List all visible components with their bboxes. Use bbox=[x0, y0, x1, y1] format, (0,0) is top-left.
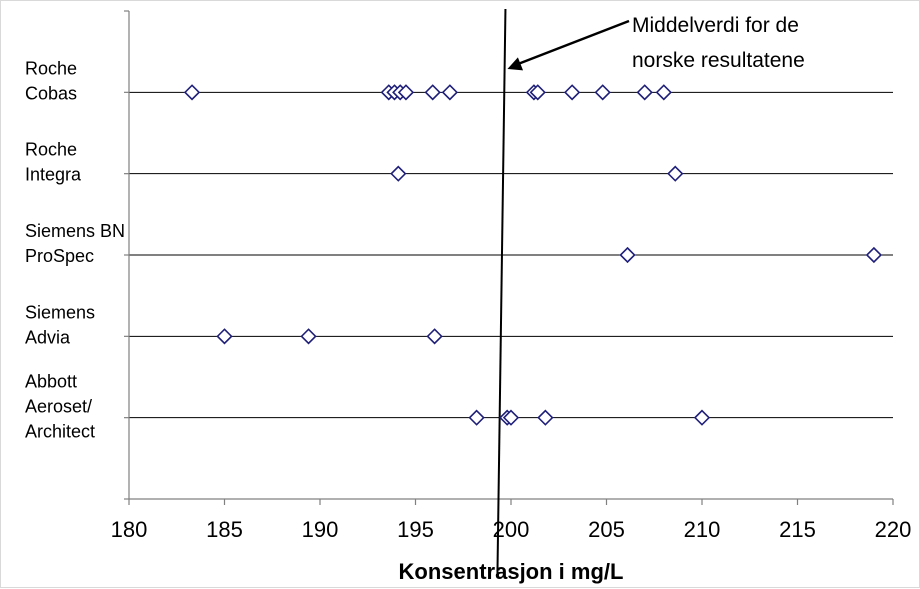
x-tick-label: 185 bbox=[206, 517, 243, 542]
x-axis-title: Konsentrasjon i mg/L bbox=[399, 559, 624, 584]
data-point bbox=[594, 84, 611, 101]
category-label-line: Siemens bbox=[25, 302, 95, 322]
x-tick-label: 190 bbox=[302, 517, 339, 542]
category-label-line: Cobas bbox=[25, 83, 77, 103]
y-ticks bbox=[124, 10, 129, 500]
data-points bbox=[183, 84, 883, 426]
data-point bbox=[397, 84, 415, 101]
x-ticks: 180 185 190 195 200 205 210 215 220 bbox=[111, 499, 912, 542]
category-label-line: Advia bbox=[25, 327, 71, 347]
category-label-line: Siemens BN bbox=[25, 221, 125, 241]
data-point bbox=[300, 328, 317, 345]
data-point bbox=[667, 165, 684, 182]
annotation-arrow-head bbox=[507, 57, 524, 71]
category-label-line: Aeroset/ bbox=[25, 397, 92, 417]
data-point bbox=[183, 84, 201, 101]
x-tick-label: 195 bbox=[397, 517, 434, 542]
annotation-group: Middelverdi for de norske resultatene bbox=[507, 14, 805, 72]
data-point bbox=[865, 246, 883, 264]
category-label-line: Roche bbox=[25, 58, 77, 78]
category-label-line: Architect bbox=[25, 422, 95, 442]
data-point bbox=[636, 84, 653, 101]
x-tick-label: 205 bbox=[588, 517, 625, 542]
gridlines bbox=[129, 91, 893, 419]
x-tick-label: 180 bbox=[111, 517, 148, 542]
data-point bbox=[563, 84, 581, 101]
reference-line-group bbox=[496, 8, 507, 574]
data-point bbox=[537, 409, 554, 426]
category-label: Abbott Aeroset/Architect bbox=[25, 372, 95, 442]
data-point bbox=[426, 328, 443, 345]
category-label-line: Roche bbox=[25, 140, 77, 160]
data-point bbox=[655, 84, 672, 101]
data-point bbox=[502, 409, 520, 426]
x-tick-label: 215 bbox=[779, 517, 816, 542]
data-point bbox=[216, 328, 233, 345]
annotation-arrow-shaft bbox=[514, 19, 630, 67]
data-point bbox=[390, 165, 407, 182]
category-label-line: Abbott bbox=[25, 372, 77, 392]
data-point bbox=[693, 409, 711, 426]
data-point bbox=[468, 409, 485, 426]
data-point bbox=[424, 84, 441, 101]
x-tick-label: 210 bbox=[684, 517, 721, 542]
category-label: Siemens BN ProSpec bbox=[25, 221, 125, 266]
category-label-line: ProSpec bbox=[25, 246, 94, 266]
category-label: Roche Cobas bbox=[25, 58, 77, 103]
category-label: Roche Integra bbox=[25, 140, 82, 185]
reference-line bbox=[496, 8, 507, 574]
data-point bbox=[529, 84, 546, 101]
data-point bbox=[619, 246, 636, 264]
category-label-line: Integra bbox=[25, 165, 82, 185]
x-tick-label: 220 bbox=[875, 517, 912, 542]
data-point bbox=[441, 84, 459, 101]
annotation-line-2: norske resultatene bbox=[632, 49, 805, 72]
category-label: Siemens Advia bbox=[25, 302, 95, 347]
annotation-line-1: Middelverdi for de bbox=[632, 14, 799, 37]
